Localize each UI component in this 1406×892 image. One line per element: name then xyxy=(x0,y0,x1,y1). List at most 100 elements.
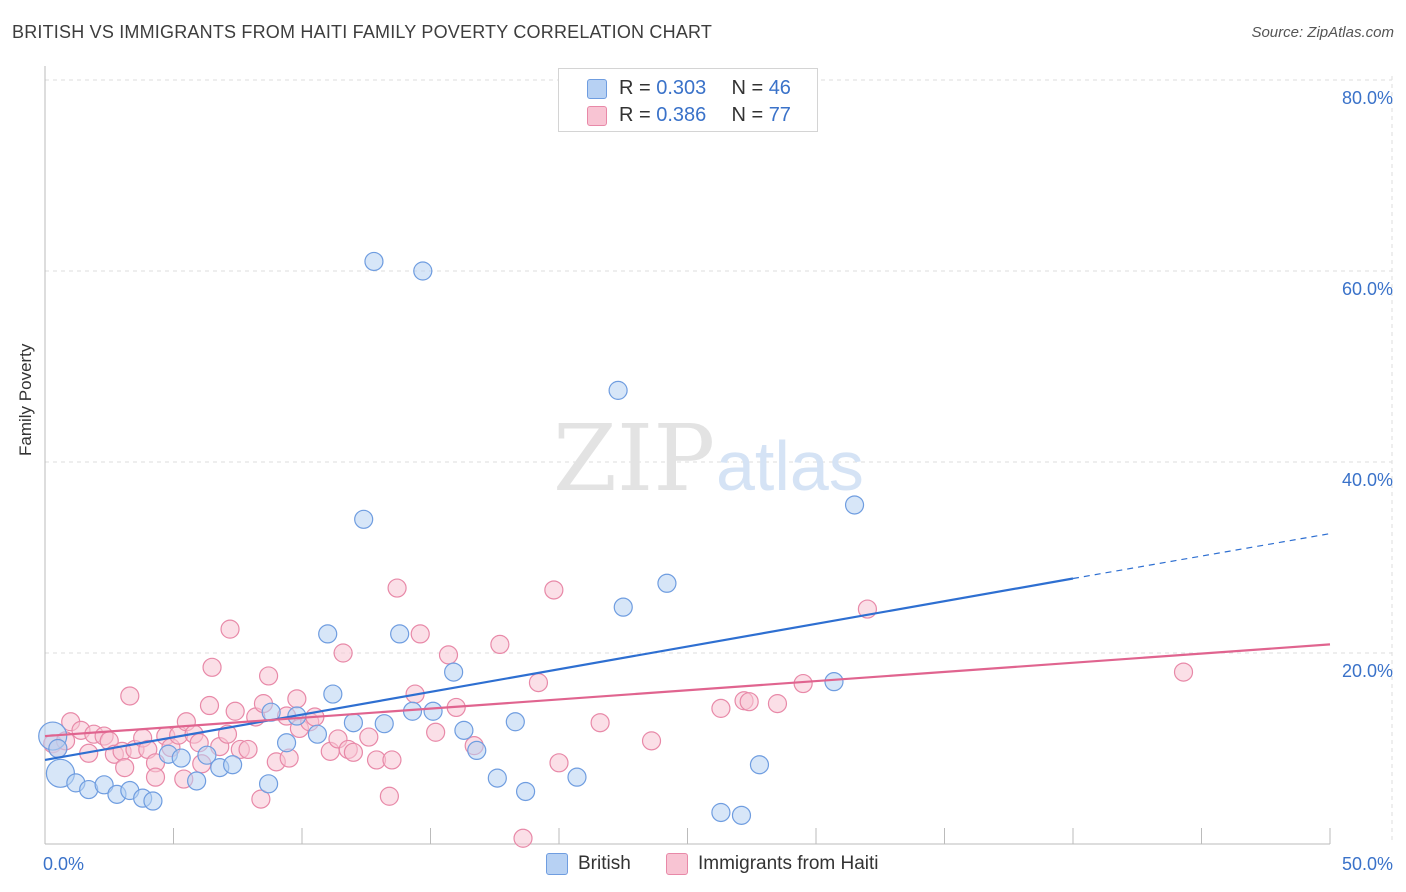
british-point xyxy=(613,597,633,617)
haiti-point xyxy=(333,643,353,663)
british-swatch xyxy=(587,79,607,99)
british-point xyxy=(390,624,410,644)
haiti-point xyxy=(287,689,307,709)
british-point xyxy=(276,733,297,753)
y-tick-label: 80.0% xyxy=(1342,88,1393,108)
haiti-point xyxy=(251,789,271,809)
haiti-legend-label: Immigrants from Haiti xyxy=(698,853,879,874)
british-point xyxy=(354,509,374,529)
haiti-point xyxy=(258,666,279,686)
haiti-point xyxy=(359,727,379,747)
british-trend-line xyxy=(44,577,1074,762)
haiti-point xyxy=(199,695,220,716)
british-point xyxy=(223,755,243,775)
british-point xyxy=(197,745,217,765)
watermark: ZIP atlas xyxy=(553,405,864,512)
haiti-point xyxy=(120,686,140,706)
british-n-value: 46 xyxy=(768,77,791,99)
y-axis-label: Family Poverty xyxy=(16,343,35,456)
british-point xyxy=(307,724,328,744)
british-point xyxy=(94,775,114,795)
haiti-point xyxy=(767,694,788,714)
haiti-legend-swatch xyxy=(666,853,688,875)
british-point xyxy=(567,767,587,787)
british-point xyxy=(258,774,279,794)
haiti-point xyxy=(145,767,166,787)
british-point xyxy=(467,740,487,761)
british-point xyxy=(413,261,433,281)
british-point xyxy=(608,380,628,400)
haiti-r-label: R = xyxy=(619,104,657,126)
british-point xyxy=(487,768,507,788)
haiti-point xyxy=(379,786,399,806)
british-point xyxy=(657,573,677,593)
haiti-point xyxy=(1173,662,1194,682)
haiti-point xyxy=(513,828,533,848)
haiti-point xyxy=(217,724,238,744)
british-trend-extension xyxy=(1072,533,1331,580)
british-point xyxy=(187,771,207,791)
series-legend: British Immigrants from Haiti xyxy=(0,852,1406,878)
haiti-point xyxy=(590,713,610,733)
british-point xyxy=(844,495,865,515)
british-point xyxy=(374,714,394,734)
haiti-point xyxy=(641,731,662,751)
british-points xyxy=(38,251,865,825)
haiti-point xyxy=(711,698,731,718)
haiti-point xyxy=(387,578,407,598)
haiti-point xyxy=(382,750,402,770)
british-point xyxy=(48,738,68,759)
haiti-point xyxy=(115,757,135,778)
british-point xyxy=(364,251,384,272)
watermark-zip: ZIP xyxy=(553,405,715,512)
haiti-trend-line xyxy=(44,643,1331,738)
x-tick-label-min: 0.0% xyxy=(43,854,84,874)
british-legend-swatch xyxy=(546,853,568,875)
haiti-point xyxy=(225,701,245,721)
haiti-point xyxy=(410,624,430,644)
haiti-point xyxy=(343,742,363,762)
british-point xyxy=(731,805,752,825)
y-tick-label: 20.0% xyxy=(1342,661,1393,681)
axes xyxy=(44,66,1331,845)
stats-legend: R = 0.303 N = 46 R = 0.386 N = 77 xyxy=(558,68,818,132)
haiti-point xyxy=(549,753,569,773)
watermark-atlas: atlas xyxy=(716,427,864,505)
haiti-point xyxy=(490,634,510,655)
british-point xyxy=(749,755,770,775)
british-point xyxy=(444,662,464,682)
haiti-swatch xyxy=(587,106,607,126)
british-point xyxy=(454,720,474,740)
british-n-label: N = xyxy=(731,77,769,99)
x-tick-label-max: 50.0% xyxy=(1342,854,1393,874)
haiti-n-value: 77 xyxy=(768,104,791,126)
british-point xyxy=(318,624,338,644)
y-tick-label: 60.0% xyxy=(1342,279,1393,299)
british-point xyxy=(343,713,363,733)
haiti-r-value: 0.386 xyxy=(656,104,707,126)
british-point xyxy=(323,684,343,704)
british-r-label: R = xyxy=(619,77,657,99)
y-tick-label: 40.0% xyxy=(1342,470,1393,490)
trend-lines xyxy=(44,533,1331,762)
haiti-points xyxy=(43,578,1194,848)
chart-title: BRITISH VS IMMIGRANTS FROM HAITI FAMILY … xyxy=(12,22,713,42)
haiti-point xyxy=(739,692,759,712)
british-point xyxy=(824,672,844,692)
british-point xyxy=(261,702,281,722)
source-credit: Source: ZipAtlas.com xyxy=(1251,24,1394,41)
haiti-point xyxy=(528,673,549,693)
haiti-point xyxy=(426,722,446,742)
haiti-point xyxy=(438,645,459,665)
haiti-n-label: N = xyxy=(731,104,769,126)
tick-labels: 80.0% 60.0% 40.0% 20.0% 0.0% 50.0% xyxy=(43,88,1393,874)
haiti-point xyxy=(544,580,564,600)
british-point xyxy=(143,791,163,811)
british-legend-label: British xyxy=(578,853,631,874)
haiti-point xyxy=(238,739,258,760)
haiti-point xyxy=(220,619,240,639)
british-r-value: 0.303 xyxy=(656,77,707,99)
british-point xyxy=(711,802,731,823)
haiti-point xyxy=(202,657,222,677)
